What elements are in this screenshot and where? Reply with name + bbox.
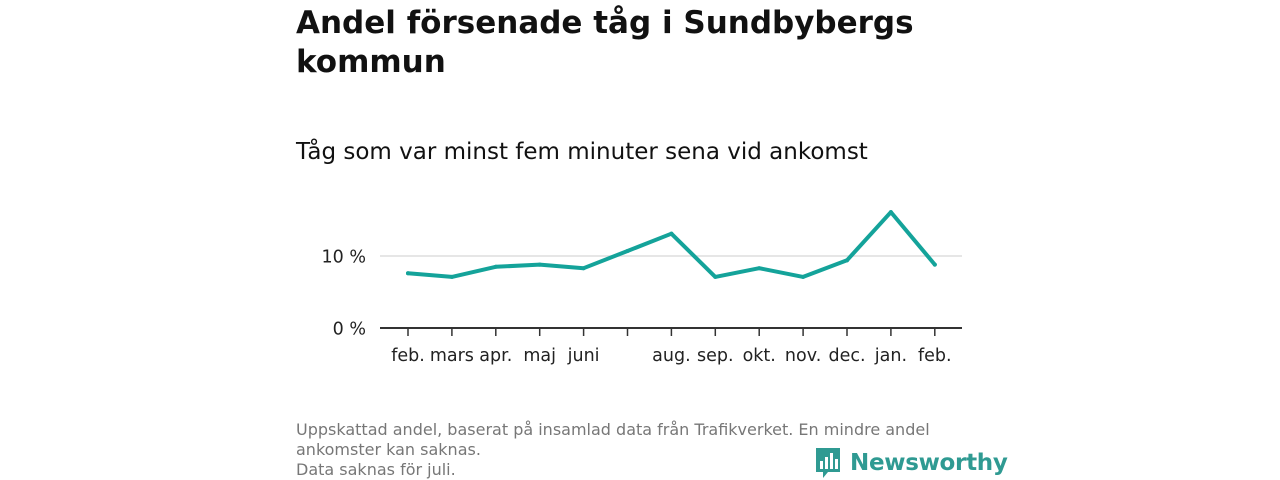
x-axis (380, 327, 962, 336)
x-tick-label: dec. (828, 346, 865, 366)
data-point (932, 262, 937, 267)
footnote-line: Uppskattad andel, baserat på insamlad da… (296, 420, 930, 439)
x-axis-labels: feb. mars apr. maj juni aug. sep. okt. nov. dec. j… (391, 346, 951, 366)
x-tick-label: nov. (785, 346, 821, 366)
x-tick-label: maj (523, 346, 556, 366)
series (406, 210, 937, 279)
data-point (757, 266, 762, 271)
data-point (888, 210, 893, 215)
x-tick-label: sep. (697, 346, 734, 366)
data-point (581, 266, 586, 271)
x-tick-label: jan. (874, 346, 907, 366)
data-point (801, 274, 806, 279)
data-point (669, 231, 674, 236)
data-point (493, 264, 498, 269)
brand-name: Newsworthy (850, 450, 1008, 476)
data-point (537, 262, 542, 267)
data-point (713, 274, 718, 279)
y-tick-label: 0 % (333, 320, 366, 340)
newsworthy-logo[interactable]: Newsworthy (814, 446, 1008, 480)
footnote: Uppskattad andel, baserat på insamlad da… (296, 420, 986, 480)
data-point (845, 258, 849, 263)
x-tick-label: mars (430, 346, 474, 366)
y-axis-labels: 0 % 10 % (322, 248, 366, 340)
footnote-line: ankomster kan saknas. (296, 440, 481, 459)
x-tick-label: feb. (918, 346, 952, 366)
data-point (406, 271, 410, 276)
bar-chart-logo-icon (816, 448, 840, 478)
x-tick-label: feb. (391, 346, 425, 366)
x-tick-label: apr. (479, 346, 512, 366)
x-tick-label: aug. (652, 346, 691, 366)
chart-subtitle: Tåg som var minst fem minuter sena vid a… (296, 139, 868, 165)
chart-title: Andel försenade tåg i Sundbybergs kommun (296, 5, 914, 80)
footnote-line: Data saknas för juli. (296, 460, 456, 479)
y-tick-label: 10 % (322, 248, 366, 268)
data-point (625, 248, 630, 253)
x-tick-label: juni (567, 346, 600, 366)
series-line (406, 210, 937, 279)
data-point (449, 274, 454, 279)
x-tick-label: okt. (743, 346, 776, 366)
